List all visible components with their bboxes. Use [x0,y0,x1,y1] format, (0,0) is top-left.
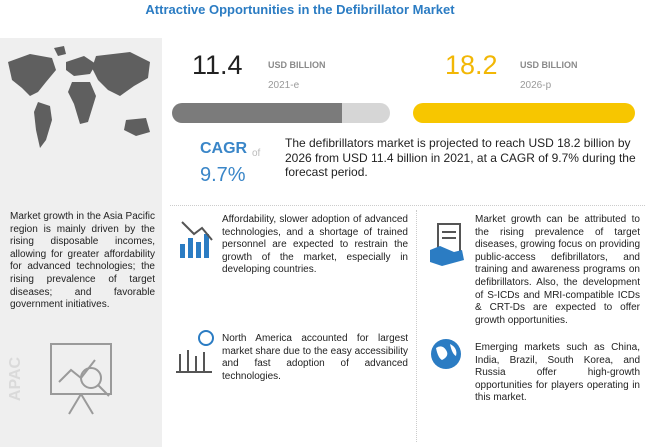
summary: The defibrillators market is projected t… [285,136,636,179]
insight-text: Market growth can be attributed to the r… [475,214,640,326]
insight-text: Emerging markets such as China, India, B… [475,342,640,404]
cagr-label: CAGR [200,140,248,157]
chart-down-icon [180,221,213,258]
start-unit: USD BILLION [268,60,326,70]
region-label: APAC [7,356,25,402]
money-icon [430,223,464,266]
growth-icon [176,330,214,373]
end-value: 18.2 [445,50,498,80]
start-value: 11.4 [192,50,243,80]
divider [416,210,417,442]
cagr-connector: of [252,148,261,159]
page-title: Attractive Opportunities in the Defibril… [145,2,455,17]
end-unit: USD BILLION [520,60,578,70]
divider [170,205,645,206]
start-year: 2021-e [268,80,300,91]
world-map [8,46,150,148]
sidebar-text: Market growth in the Asia Pacific region… [10,211,155,311]
globe-icon [431,339,461,369]
analytics-icon [50,343,112,415]
insight-text: North America accounted for largest mark… [222,333,408,382]
start-bar [172,103,390,123]
end-year: 2026-p [520,80,552,91]
end-bar [413,103,635,123]
cagr-value: 9.7% [200,164,246,186]
insight-text: Affordability, slower adoption of advanc… [222,214,408,276]
